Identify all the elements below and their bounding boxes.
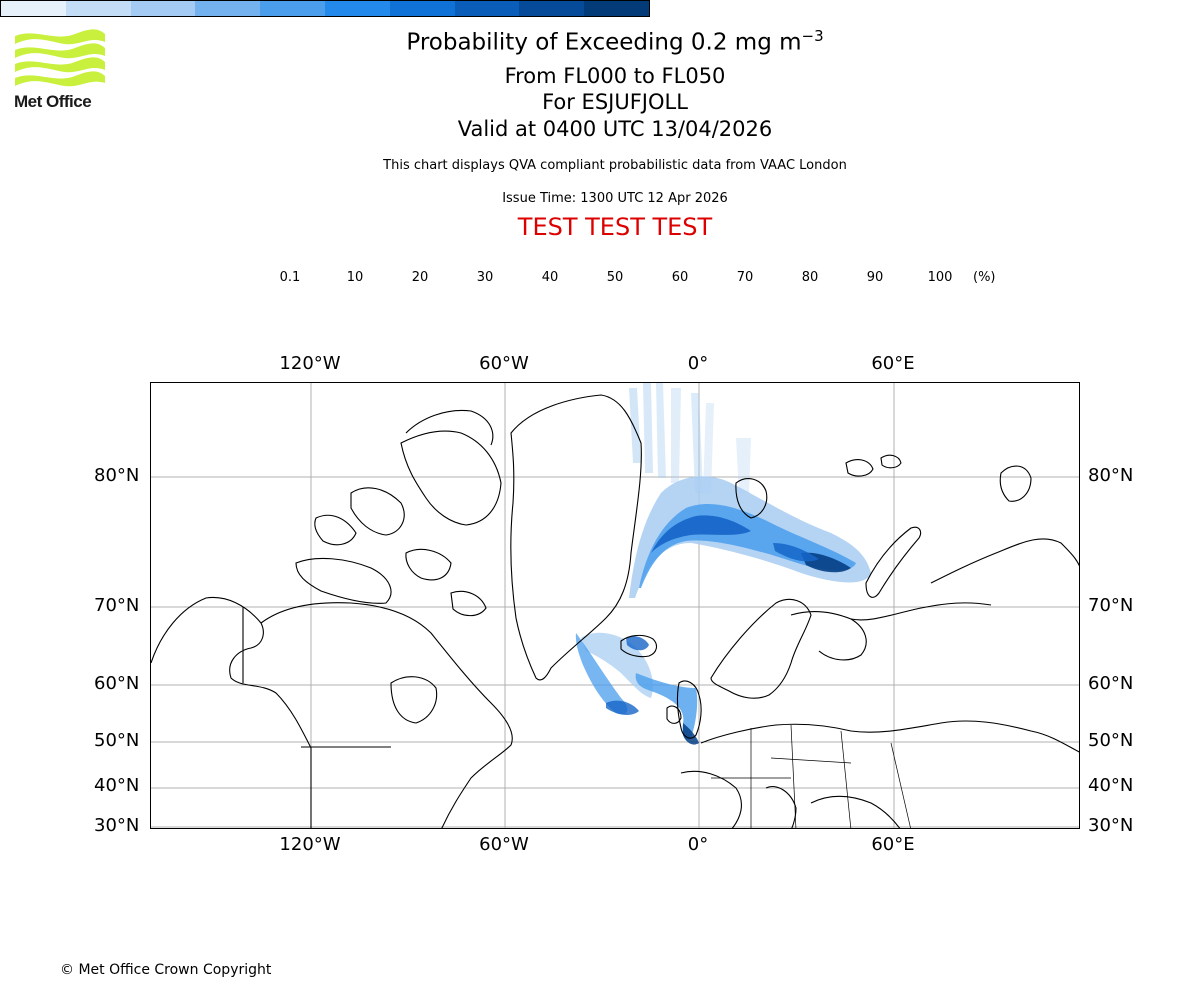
lat-label: 40°N xyxy=(1088,775,1134,796)
colorbar-segment xyxy=(195,1,261,16)
chart-title: Probability of Exceeding 0.2 mg m−3 xyxy=(0,27,1200,56)
lat-label: 60°N xyxy=(1088,673,1134,694)
colorbar-tick-label: 90 xyxy=(866,270,884,285)
lon-label: 60°E xyxy=(871,353,915,374)
ash-plume-region xyxy=(683,723,699,745)
lat-label: 80°N xyxy=(1088,465,1134,486)
colorbar-tick-label: 50 xyxy=(606,270,624,285)
lat-label: 50°N xyxy=(94,730,140,751)
colorbar-tick-label: 0.1 xyxy=(279,270,301,285)
lat-label: 30°N xyxy=(94,815,140,836)
ash-plume-region xyxy=(656,383,666,478)
colorbar-segment xyxy=(389,1,455,16)
map-panel xyxy=(150,382,1080,829)
colorbar-tick-label: 80 xyxy=(801,270,819,285)
colorbar-tick-label: 10 xyxy=(346,270,364,285)
colorbar-tick-label: 20 xyxy=(411,270,429,285)
ash-plume-region xyxy=(606,700,639,715)
chart-title-superscript: −3 xyxy=(801,27,824,45)
colorbar-tick-label: 60 xyxy=(671,270,689,285)
colorbar-tick-label: 100 xyxy=(927,270,953,285)
colorbar-tick-label: 40 xyxy=(541,270,559,285)
gridlines xyxy=(151,383,1079,828)
colorbar-tick-label: 70 xyxy=(736,270,754,285)
colorbar-segment xyxy=(260,1,325,16)
colorbar-segment xyxy=(65,1,131,16)
lon-label: 0° xyxy=(687,834,709,855)
disclaimer-text: This chart displays QVA compliant probab… xyxy=(383,158,847,173)
lat-label: 30°N xyxy=(1088,815,1134,836)
ash-plume-region xyxy=(651,515,751,553)
lat-label: 40°N xyxy=(94,775,140,796)
ash-plume-region xyxy=(575,633,628,715)
met-office-logo xyxy=(15,29,105,87)
lon-label: 120°W xyxy=(279,353,341,374)
colorbar-unit: (%) xyxy=(973,270,996,285)
map-svg xyxy=(151,383,1079,828)
lon-label: 0° xyxy=(687,353,709,374)
valid-time: Valid at 0400 UTC 13/04/2026 xyxy=(457,117,773,141)
coastlines xyxy=(151,394,1079,828)
ash-plume-region xyxy=(635,673,698,740)
ash-plume-region xyxy=(703,403,714,493)
colorbar-segment xyxy=(130,1,196,16)
ash-plume-region xyxy=(671,388,681,483)
lon-label: 120°W xyxy=(279,834,341,855)
colorbar-segment xyxy=(324,1,390,16)
flight-levels: From FL000 to FL050 xyxy=(504,64,726,88)
chart-title-main: Probability of Exceeding 0.2 mg m xyxy=(406,29,802,56)
lat-label: 50°N xyxy=(1088,730,1134,751)
lat-label: 70°N xyxy=(94,595,140,616)
ash-plume-region xyxy=(736,438,751,493)
test-banner: TEST TEST TEST xyxy=(517,213,713,241)
ash-plume-region xyxy=(626,635,649,651)
colorbar-segment xyxy=(584,1,649,16)
colorbar-segment xyxy=(454,1,520,16)
colorbar-segment xyxy=(519,1,585,16)
borders xyxy=(711,724,911,828)
colorbar-segment xyxy=(1,1,66,16)
ash-plume-region xyxy=(773,543,819,562)
lon-label: 60°E xyxy=(871,834,915,855)
ash-plume-region xyxy=(629,388,641,463)
lon-label: 60°W xyxy=(479,353,529,374)
copyright-text: © Met Office Crown Copyright xyxy=(60,962,272,978)
lat-label: 80°N xyxy=(94,465,140,486)
issue-time: Issue Time: 1300 UTC 12 Apr 2026 xyxy=(502,191,728,206)
volcano-name: For ESJUFJOLL xyxy=(542,90,688,114)
ash-plume xyxy=(575,383,871,745)
lat-label: 70°N xyxy=(1088,595,1134,616)
lon-label: 60°W xyxy=(479,834,529,855)
ash-plume-region xyxy=(691,393,703,493)
ash-plume-region xyxy=(643,383,653,473)
logo-text: Met Office xyxy=(14,92,92,111)
colorbar-tick-label: 30 xyxy=(476,270,494,285)
lat-label: 60°N xyxy=(94,673,140,694)
colorbar xyxy=(0,0,650,17)
